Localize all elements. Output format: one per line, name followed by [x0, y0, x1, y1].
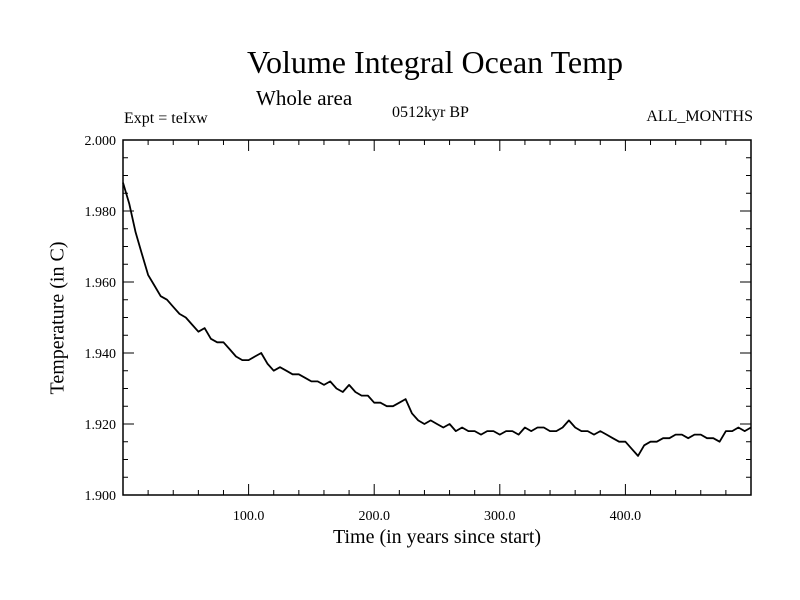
axis-tick-labels: 100.0 200.0 300.0 400.0 1.900 1.920 1.940 1.960… — [85, 134, 642, 524]
period-label: 0512kyr BP — [392, 104, 469, 121]
y-tick-label: 1.900 — [85, 489, 117, 504]
months-label: ALL_MONTHS — [646, 108, 753, 125]
y-tick-label: 1.920 — [85, 418, 117, 433]
axis-ticks — [123, 139, 751, 496]
experiment-label: Expt = teIxw — [124, 110, 208, 127]
series-group — [122, 182, 752, 457]
y-tick-label: 2.000 — [85, 134, 117, 149]
series-line — [122, 182, 752, 457]
y-axis-label: Temperature (in C) — [46, 241, 69, 394]
x-tick-label: 200.0 — [358, 509, 390, 524]
x-axis-label: Time (in years since start) — [332, 526, 542, 548]
x-tick-label: 400.0 — [610, 509, 642, 524]
chart-title: Volume Integral Ocean Temp — [246, 44, 623, 80]
x-tick-label: 300.0 — [484, 509, 516, 524]
y-axis-label-wrap: Temperature (in C) — [40, 140, 76, 495]
y-tick-label: 1.980 — [85, 205, 117, 220]
y-tick-label: 1.940 — [85, 347, 117, 362]
y-tick-label: 1.960 — [85, 276, 117, 291]
x-tick-label: 100.0 — [233, 509, 265, 524]
chart-subtitle: Whole area — [256, 86, 353, 110]
